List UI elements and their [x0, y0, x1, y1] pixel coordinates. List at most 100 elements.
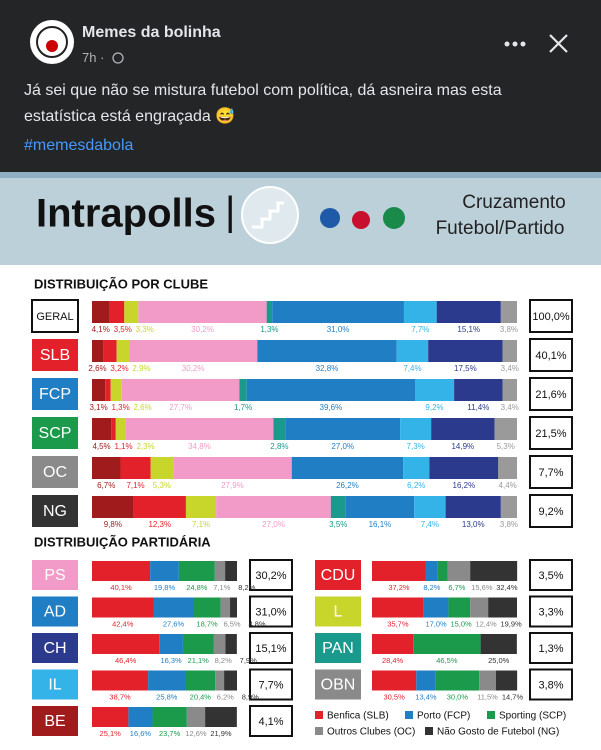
share-box	[249, 705, 293, 737]
value-label: 3,5%	[114, 325, 132, 334]
value-label: 27,0%	[262, 520, 285, 529]
value-label: 2,6%	[133, 403, 151, 412]
value-label: 11,5%	[477, 692, 498, 701]
author-name[interactable]: Memes da bolinha	[82, 24, 221, 41]
value-label: 31,0%	[327, 325, 350, 334]
bar-segment	[470, 597, 489, 618]
value-label: 3,8%	[500, 520, 518, 529]
value-label: 21,9%	[210, 729, 232, 738]
bar-segment	[173, 457, 292, 479]
value-label: 8,2%	[238, 583, 255, 592]
bar-segment	[133, 496, 186, 518]
share-box	[249, 595, 293, 628]
hashtag[interactable]: #memesdabola	[24, 137, 134, 154]
value-label: 3,1%	[89, 403, 107, 412]
bar-segment	[500, 496, 517, 518]
bar-segment	[92, 379, 106, 401]
category-box	[32, 669, 78, 700]
close-button[interactable]	[549, 34, 568, 53]
bar-segment	[224, 670, 237, 691]
value-label: 1,3%	[260, 325, 278, 334]
bar-segment	[447, 561, 471, 581]
subtitle: Cruzamento	[462, 192, 566, 213]
bar-segment	[159, 634, 183, 654]
category-box	[32, 596, 78, 627]
value-label: 12,4%	[475, 619, 497, 628]
value-label: 6,7%	[97, 481, 115, 490]
value-label: 27,6%	[163, 619, 185, 628]
value-label: 30,2%	[191, 325, 214, 334]
post-time[interactable]: 7h ·	[82, 50, 105, 65]
bar-segment	[215, 670, 225, 691]
share-label: 3,3%	[538, 606, 563, 618]
value-label: 6,7%	[448, 583, 465, 592]
bar-segment	[246, 379, 415, 401]
bar-segment	[372, 561, 426, 581]
bar-segment	[92, 670, 149, 691]
value-label: 7,1%	[192, 520, 210, 529]
share-label: 1,3%	[538, 643, 563, 655]
bar-segment	[414, 496, 446, 518]
bar-segment	[273, 418, 286, 440]
header-strip	[0, 172, 601, 178]
category-box	[31, 299, 79, 333]
value-label: 2,6%	[88, 364, 106, 373]
legend-swatch	[315, 727, 323, 735]
category-label: CDU	[321, 567, 356, 584]
crest-porto	[320, 208, 340, 228]
category-box	[32, 417, 78, 449]
value-label: 26,2%	[336, 481, 359, 490]
bar-segment	[372, 634, 414, 654]
share-label: 9,2%	[538, 506, 563, 518]
category-label: L	[334, 604, 343, 621]
bar-segment	[429, 457, 499, 479]
value-label: 8,2%	[215, 656, 232, 665]
bar-segment	[92, 496, 134, 518]
value-label: 9,8%	[104, 520, 122, 529]
bar-segment	[128, 707, 153, 727]
category-label: SLB	[40, 347, 70, 364]
bar-segment	[479, 670, 496, 691]
brand-separator: |	[225, 190, 235, 234]
category-box	[315, 596, 361, 627]
bar-segment	[403, 457, 430, 479]
value-label: 15,6%	[471, 583, 493, 592]
category-label: NG	[43, 503, 67, 520]
value-label: 16,3%	[160, 656, 182, 665]
value-label: 30,5%	[383, 692, 405, 701]
bar-segment	[92, 301, 110, 323]
legend-swatch	[405, 711, 413, 719]
value-label: 6,2%	[217, 692, 234, 701]
value-label: 16,2%	[453, 481, 476, 490]
value-label: 18,7%	[196, 619, 218, 628]
value-label: 32,8%	[316, 364, 339, 373]
share-box	[249, 632, 293, 664]
bar-segment	[239, 379, 247, 401]
share-box	[529, 632, 573, 664]
share-label: 4,1%	[258, 716, 283, 728]
value-label: 25,8%	[156, 692, 178, 701]
share-label: 3,5%	[538, 570, 563, 582]
value-label: 6,5%	[224, 619, 241, 628]
share-label: 31,0%	[255, 606, 286, 618]
legend-label: Benfica (SLB)	[327, 711, 389, 722]
value-label: 8,9%	[242, 692, 259, 701]
bar-segment	[205, 707, 237, 727]
bar-segment	[220, 597, 231, 618]
category-label: OBN	[321, 677, 356, 694]
value-label: 14,7%	[502, 692, 524, 701]
bar-segment	[428, 340, 503, 362]
legend-swatch	[487, 711, 495, 719]
value-label: 17,5%	[454, 364, 477, 373]
value-label: 5,3%	[153, 481, 171, 490]
value-label: 28,4%	[382, 656, 404, 665]
value-label: 7,1%	[126, 481, 144, 490]
value-label: 3,8%	[500, 325, 518, 334]
value-label: 7,3%	[407, 442, 425, 451]
bar-segment	[480, 634, 517, 654]
value-label: 46,4%	[115, 656, 137, 665]
value-label: 4,1%	[92, 325, 110, 334]
share-label: 3,8%	[538, 679, 563, 691]
more-button[interactable]	[504, 41, 526, 47]
